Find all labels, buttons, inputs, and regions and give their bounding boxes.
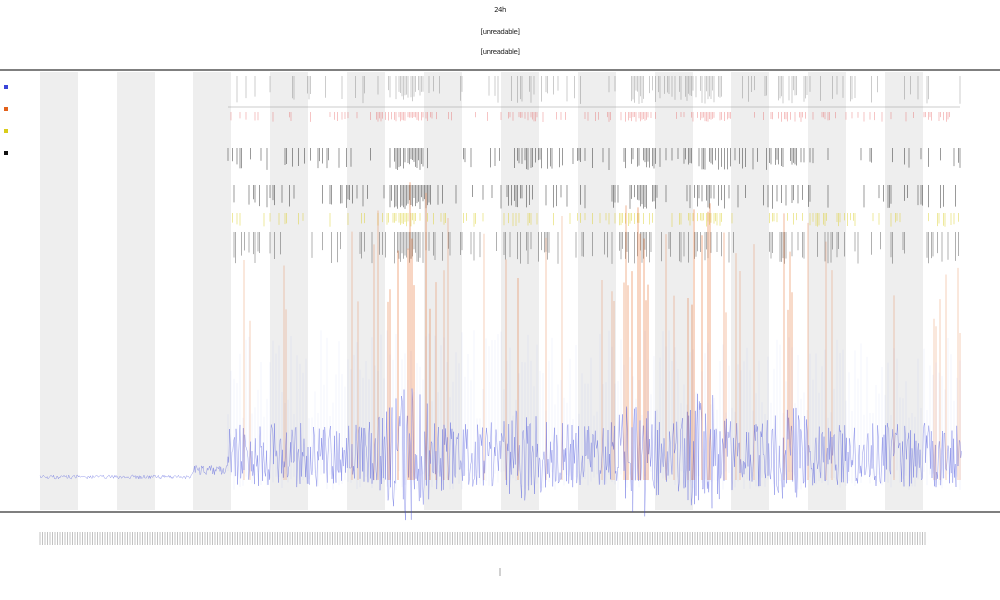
- legend-item-black: [4, 142, 10, 164]
- night-band: [578, 72, 616, 510]
- legend-swatch: [4, 129, 8, 133]
- legend: [4, 76, 10, 164]
- chart-title: 24h: [494, 6, 506, 14]
- legend-item-ticks: [4, 120, 10, 142]
- chart-subtitle-1: [unreadable]: [480, 28, 520, 36]
- legend-swatch: [4, 151, 8, 155]
- legend-swatch: [4, 85, 8, 89]
- night-band: [808, 72, 846, 510]
- night-band: [885, 72, 923, 510]
- night-band: [347, 72, 385, 510]
- night-band: [270, 72, 308, 510]
- activity-trace: [39, 388, 962, 521]
- chart-subtitle-2: [unreadable]: [480, 48, 520, 56]
- legend-item-spikes: [4, 98, 10, 120]
- night-band: [40, 72, 78, 510]
- night-band: [117, 72, 155, 510]
- legend-swatch: [4, 107, 8, 111]
- legend-item-trace: [4, 76, 10, 98]
- night-band: [193, 72, 231, 510]
- night-band: [501, 72, 539, 510]
